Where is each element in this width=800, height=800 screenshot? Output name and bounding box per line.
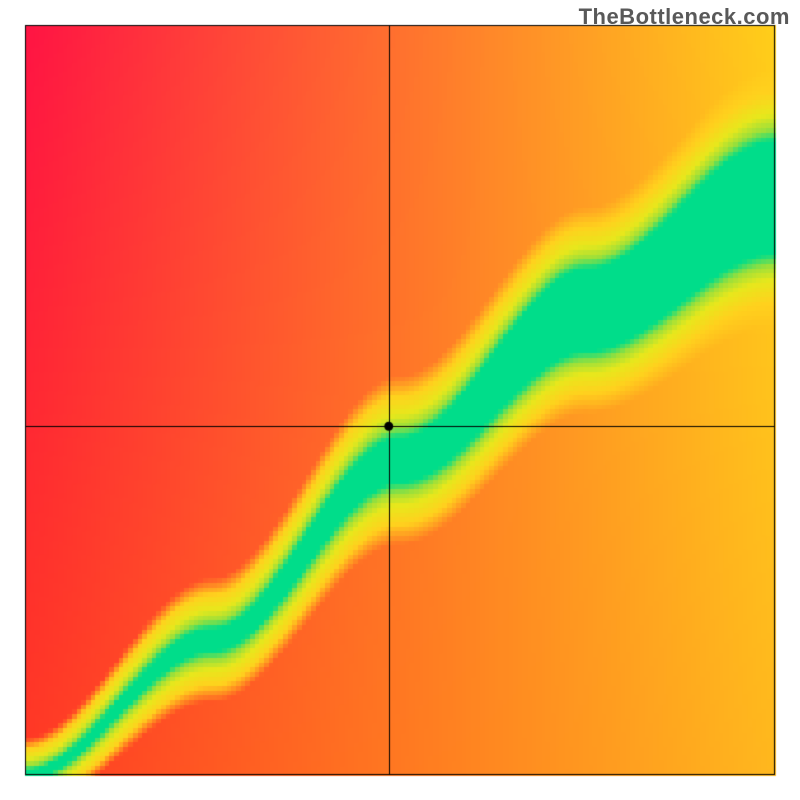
heatmap-canvas [0, 0, 800, 800]
chart-container: TheBottleneck.com [0, 0, 800, 800]
watermark-text: TheBottleneck.com [579, 4, 790, 30]
